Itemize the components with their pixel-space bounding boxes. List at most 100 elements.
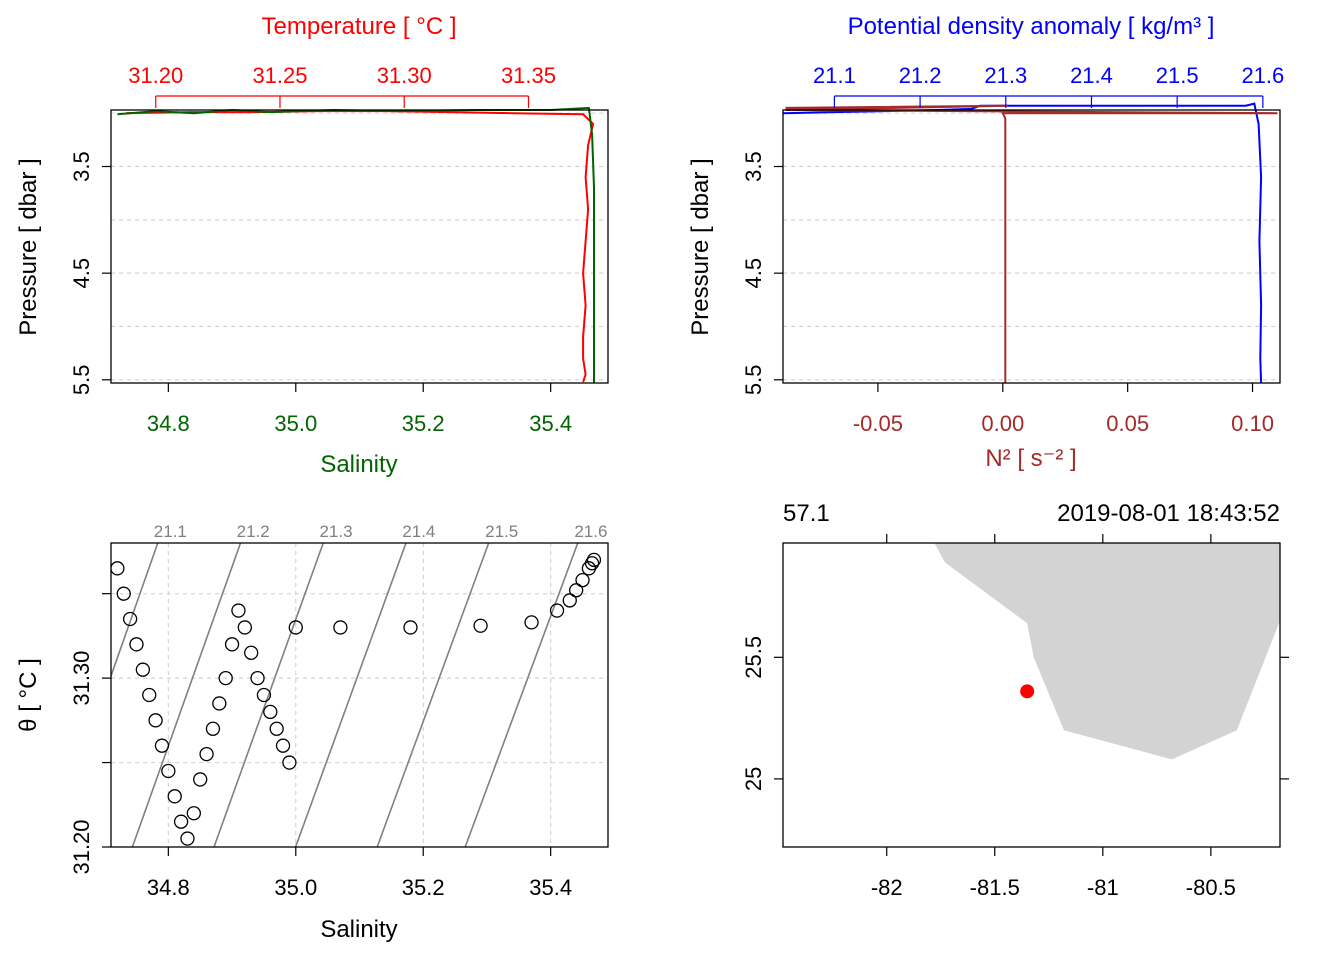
top-tick-label: 21.3	[984, 63, 1027, 88]
top-tick-label: 21.2	[899, 63, 942, 88]
lat-tick-label: 25.5	[741, 636, 766, 679]
top-tick-label: 31.20	[128, 63, 183, 88]
x-tick-label: 34.8	[147, 875, 190, 900]
panel4-frame	[782, 542, 1281, 848]
ts-point	[586, 552, 602, 568]
ts-point	[173, 814, 189, 829]
ts-point	[263, 704, 278, 720]
ts-point	[122, 611, 138, 627]
panel1-grid	[111, 112, 608, 381]
ts-point	[473, 618, 488, 633]
bottom-tick-label: 34.8	[147, 411, 190, 436]
ts-points	[111, 552, 602, 846]
y-tick-label: 3.5	[69, 151, 94, 182]
y-tick-label: 31.30	[69, 651, 94, 706]
top-tick-label: 21.4	[1070, 63, 1113, 88]
map-top-left-text: 57.1	[783, 500, 830, 527]
station-map-panel: -82 -81.5 -81 -80.5 25 25.5 57.1 2019-08-01 …	[741, 500, 1289, 900]
map-timestamp: 2019-08-01 18:43:52	[1057, 500, 1280, 527]
ts-point	[403, 620, 418, 635]
y-tick-label: 31.20	[69, 819, 94, 874]
ts-point	[575, 573, 590, 588]
isopycnal-labels: 21.1 21.2 21.3 21.4 21.5 21.6	[154, 522, 608, 541]
n2-axis: -0.05 0.00 0.05 0.10	[853, 383, 1274, 436]
bottom-tick-label: 35.2	[402, 411, 445, 436]
bottom-tick-label: 35.4	[529, 411, 572, 436]
ts-point	[288, 620, 303, 635]
ts-point	[231, 603, 246, 618]
panel2-grid	[783, 112, 1280, 381]
isopycnal-line	[376, 543, 490, 847]
y-tick-label: 4.5	[741, 258, 766, 289]
isopycnal-label: 21.3	[319, 522, 352, 541]
longitude-axis: -82 -81.5 -81 -80.5	[871, 534, 1236, 900]
bottom-tick-label: 0.10	[1231, 411, 1274, 436]
temperature-salinity-panel: 31.20 31.25 31.30 31.35 34.8 35.0 35.2 35.4 3.…	[15, 13, 609, 478]
top-tick-label: 31.35	[501, 63, 556, 88]
ts-point	[142, 687, 157, 703]
isopycnal-line	[213, 543, 325, 847]
ts-point	[193, 772, 208, 787]
ts-point	[275, 738, 291, 753]
panel3-grid	[111, 543, 608, 847]
bottom-tick-label: 0.00	[981, 411, 1024, 436]
bottom-tick-label: 0.05	[1106, 411, 1149, 436]
isopycnal-line	[131, 543, 242, 847]
ts-point	[333, 620, 348, 635]
lon-tick-label: -80.5	[1186, 875, 1236, 900]
panel2-frame	[782, 109, 1281, 384]
isopycnal-line	[111, 543, 159, 679]
isopycnal-line	[464, 543, 579, 847]
ts-point	[116, 586, 131, 601]
ts-salinity-axis-title: Salinity	[320, 916, 397, 943]
bottom-tick-label: -0.05	[853, 411, 903, 436]
panel2-series	[782, 102, 1278, 384]
temperature-axis-title: Temperature [ °C ]	[262, 13, 457, 40]
ts-point	[212, 696, 227, 711]
pressure-axis-2: 3.5 4.5 5.5	[741, 151, 783, 395]
ts-point	[129, 637, 144, 652]
y-tick-label: 5.5	[69, 365, 94, 396]
series-line-0	[125, 110, 595, 383]
n2-axis-title: N² [ s⁻² ]	[985, 445, 1076, 472]
ts-point	[584, 556, 600, 571]
isopycnal-lines	[111, 543, 579, 847]
isopycnal-label: 21.4	[402, 522, 435, 541]
salinity-axis: 34.8 35.0 35.2 35.4	[147, 383, 572, 436]
ts-point	[250, 670, 265, 686]
top-tick-label: 21.1	[813, 63, 856, 88]
ts-point	[180, 831, 195, 846]
latitude-axis: 25 25.5	[741, 636, 1289, 791]
ts-point	[237, 620, 252, 635]
ts-point	[154, 738, 170, 753]
series-line-0	[782, 102, 1263, 384]
station-marker	[1020, 684, 1035, 699]
ts-point	[111, 561, 125, 576]
ts-diagram-panel: 21.1 21.2 21.3 21.4 21.5 21.6 34.8 35.0 35.2 35.…	[15, 522, 609, 943]
theta-axis-title: θ [ °C ]	[15, 658, 42, 732]
ts-point	[199, 746, 214, 762]
pressure-axis-title: Pressure [ dbar ]	[15, 158, 42, 335]
salinity-axis-title: Salinity	[320, 451, 397, 478]
land-polygon	[934, 543, 1280, 760]
lon-tick-label: -81.5	[970, 875, 1020, 900]
ts-point	[524, 615, 539, 630]
x-tick-label: 35.2	[402, 875, 445, 900]
ts-point	[161, 763, 176, 779]
panel1-frame	[110, 109, 609, 384]
pressure-axis: 3.5 4.5 5.5	[69, 151, 111, 395]
density-n2-panel: 21.1 21.2 21.3 21.4 21.5 21.6 -0.05 0.00 0.05 0.…	[687, 13, 1284, 472]
top-tick-label: 21.6	[1241, 63, 1284, 88]
ts-salinity-axis: 34.8 35.0 35.2 35.4	[147, 847, 572, 900]
ts-point	[549, 603, 565, 618]
temperature-axis: 31.20 31.25 31.30 31.35	[128, 63, 556, 108]
density-axis-title: Potential density anomaly [ kg/m³ ]	[848, 13, 1215, 40]
ts-point	[562, 593, 577, 608]
series-line-1	[117, 106, 595, 383]
ts-point	[186, 806, 201, 821]
top-tick-label: 31.30	[377, 63, 432, 88]
y-tick-label: 4.5	[69, 258, 94, 289]
bottom-tick-label: 35.0	[274, 411, 317, 436]
ts-point	[282, 755, 297, 770]
top-tick-label: 31.25	[252, 63, 307, 88]
